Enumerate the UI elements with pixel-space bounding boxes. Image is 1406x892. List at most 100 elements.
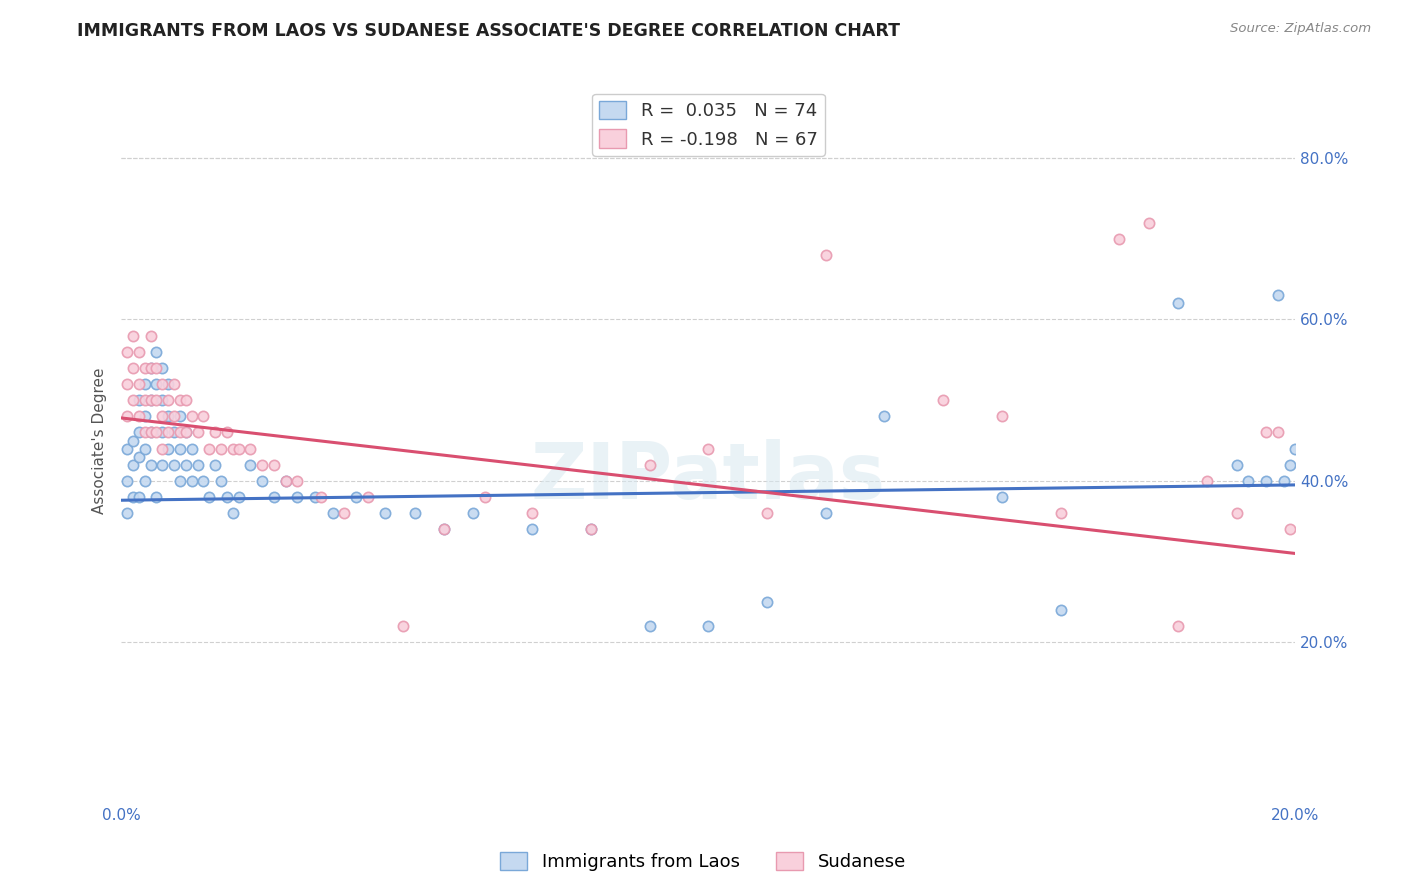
Point	[169, 442, 191, 456]
Point	[579, 522, 602, 536]
Point	[209, 474, 232, 488]
Point	[1278, 522, 1301, 536]
Point	[128, 450, 150, 464]
Point	[1254, 474, 1277, 488]
Point	[163, 458, 186, 472]
Point	[1267, 425, 1289, 440]
Point	[204, 425, 226, 440]
Point	[145, 490, 167, 504]
Point	[115, 474, 138, 488]
Point	[374, 506, 396, 520]
Legend: R =  0.035   N = 74, R = -0.198   N = 67: R = 0.035 N = 74, R = -0.198 N = 67	[592, 94, 825, 156]
Text: IMMIGRANTS FROM LAOS VS SUDANESE ASSOCIATE'S DEGREE CORRELATION CHART: IMMIGRANTS FROM LAOS VS SUDANESE ASSOCIA…	[77, 22, 900, 40]
Point	[222, 506, 245, 520]
Point	[222, 442, 245, 456]
Point	[134, 474, 156, 488]
Point	[139, 328, 162, 343]
Point	[1137, 216, 1160, 230]
Point	[128, 377, 150, 392]
Point	[1167, 296, 1189, 310]
Point	[187, 458, 209, 472]
Point	[932, 393, 955, 408]
Point	[134, 377, 156, 392]
Point	[157, 425, 180, 440]
Point	[169, 425, 191, 440]
Point	[579, 522, 602, 536]
Point	[139, 458, 162, 472]
Point	[128, 393, 150, 408]
Point	[115, 442, 138, 456]
Point	[263, 458, 285, 472]
Point	[638, 619, 661, 633]
Point	[392, 619, 415, 633]
Point	[756, 506, 779, 520]
Point	[239, 442, 262, 456]
Point	[228, 442, 250, 456]
Point	[157, 377, 180, 392]
Point	[163, 409, 186, 424]
Point	[180, 442, 202, 456]
Point	[150, 409, 173, 424]
Point	[522, 522, 544, 536]
Point	[115, 506, 138, 520]
Point	[122, 393, 145, 408]
Point	[638, 458, 661, 472]
Point	[150, 393, 173, 408]
Point	[174, 425, 197, 440]
Point	[304, 490, 326, 504]
Point	[1197, 474, 1219, 488]
Point	[1226, 506, 1249, 520]
Point	[145, 425, 167, 440]
Point	[209, 442, 232, 456]
Point	[122, 328, 145, 343]
Point	[285, 474, 308, 488]
Point	[873, 409, 896, 424]
Point	[145, 360, 167, 375]
Point	[150, 425, 173, 440]
Point	[139, 360, 162, 375]
Point	[1049, 506, 1071, 520]
Point	[697, 619, 720, 633]
Point	[169, 393, 191, 408]
Point	[150, 360, 173, 375]
Point	[139, 393, 162, 408]
Point	[134, 360, 156, 375]
Point	[150, 458, 173, 472]
Point	[150, 377, 173, 392]
Point	[198, 490, 221, 504]
Point	[1267, 288, 1289, 302]
Point	[1167, 619, 1189, 633]
Point	[187, 425, 209, 440]
Point	[122, 490, 145, 504]
Point	[122, 434, 145, 448]
Point	[134, 409, 156, 424]
Point	[1284, 442, 1306, 456]
Point	[169, 474, 191, 488]
Point	[145, 377, 167, 392]
Point	[215, 490, 238, 504]
Point	[204, 458, 226, 472]
Point	[180, 474, 202, 488]
Point	[991, 490, 1014, 504]
Point	[215, 425, 238, 440]
Point	[193, 409, 215, 424]
Point	[250, 474, 273, 488]
Point	[145, 344, 167, 359]
Text: ZIPatlas: ZIPatlas	[531, 439, 886, 515]
Point	[1278, 458, 1301, 472]
Point	[128, 409, 150, 424]
Point	[163, 377, 186, 392]
Point	[174, 458, 197, 472]
Point	[115, 377, 138, 392]
Y-axis label: Associate's Degree: Associate's Degree	[93, 368, 107, 514]
Point	[991, 409, 1014, 424]
Point	[357, 490, 380, 504]
Point	[128, 344, 150, 359]
Point	[122, 458, 145, 472]
Point	[322, 506, 344, 520]
Point	[814, 506, 837, 520]
Point	[174, 393, 197, 408]
Point	[169, 409, 191, 424]
Point	[115, 409, 138, 424]
Point	[134, 442, 156, 456]
